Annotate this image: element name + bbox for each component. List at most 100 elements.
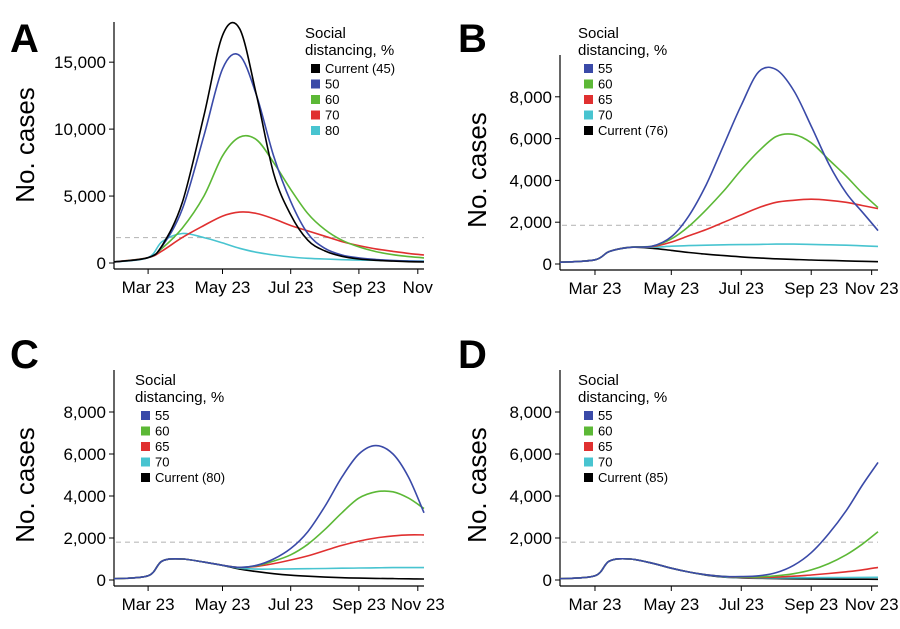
legend-swatch-65 <box>584 442 593 451</box>
legend-swatch-65 <box>584 95 593 104</box>
y-tick-label: 4,000 <box>509 171 552 190</box>
x-tick-label: May 23 <box>643 279 699 298</box>
legend-swatch-current-76 <box>584 126 593 135</box>
legend-label-current-85: Current (85) <box>598 470 668 485</box>
y-tick-label: 5,000 <box>63 187 106 206</box>
legend-title: distancing, % <box>305 42 394 59</box>
y-tick-label: 6,000 <box>509 445 552 464</box>
legend-swatch-current-80 <box>141 473 150 482</box>
x-tick-label: May 23 <box>195 278 251 297</box>
series-line-55 <box>559 461 879 580</box>
panel-letter: C <box>10 333 39 377</box>
legend-label-55: 55 <box>598 408 612 423</box>
y-tick-label: 6,000 <box>509 130 552 149</box>
legend-swatch-current-45 <box>311 64 320 73</box>
series-line-70 <box>113 211 425 263</box>
x-tick-label: Nov 23 <box>391 595 445 614</box>
legend-swatch-70 <box>141 457 150 467</box>
panel-letter: A <box>10 17 39 61</box>
panel-letter: D <box>458 333 487 377</box>
legend-label-65: 65 <box>155 439 169 454</box>
x-tick-label: Sep 23 <box>332 278 386 297</box>
legend-swatch-current-85 <box>584 473 593 482</box>
legend-label-current-80: Current (80) <box>155 470 225 485</box>
legend-swatch-70 <box>311 110 320 120</box>
x-tick-label: May 23 <box>195 595 251 614</box>
x-tick-label: Mar 23 <box>569 279 622 298</box>
x-tick-label: Jul 23 <box>268 278 313 297</box>
legend-label-60: 60 <box>325 92 339 107</box>
legend-title: Social <box>578 25 619 42</box>
y-tick-label: 6,000 <box>63 445 106 464</box>
x-tick-label: Nov <box>403 278 434 297</box>
series-line-55 <box>113 444 425 580</box>
x-tick-label: Mar 23 <box>122 278 175 297</box>
y-axis-label: No. cases <box>462 112 492 228</box>
series-line-60 <box>559 531 879 580</box>
legend-swatch-55 <box>141 411 150 420</box>
legend-title: distancing, % <box>135 389 224 406</box>
legend-label-80: 80 <box>325 123 339 138</box>
panel-letter: B <box>458 17 487 61</box>
legend-label-65: 65 <box>598 92 612 107</box>
x-tick-label: Sep 23 <box>784 595 838 614</box>
legend-swatch-60 <box>584 79 593 89</box>
x-tick-label: May 23 <box>643 595 699 614</box>
x-tick-label: Jul 23 <box>719 279 764 298</box>
legend-swatch-60 <box>311 95 320 104</box>
legend-swatch-70 <box>584 110 593 120</box>
y-tick-label: 4,000 <box>509 487 552 506</box>
legend-label-55: 55 <box>598 61 612 76</box>
legend-label-60: 60 <box>598 77 612 92</box>
panel-b: B No. cases 0 2,000 4,000 6,000 8,000 Mar 23 May… <box>458 17 899 298</box>
legend-label-60: 60 <box>598 424 612 439</box>
legend-swatch-55 <box>584 64 593 73</box>
y-axis-label: No. cases <box>10 87 40 203</box>
legend-label-65: 65 <box>598 439 612 454</box>
series-line-55 <box>559 66 879 264</box>
y-tick-label: 0 <box>97 571 106 590</box>
x-tick-label: Sep 23 <box>332 595 386 614</box>
legend-swatch-80 <box>311 126 320 135</box>
legend-title: distancing, % <box>578 389 667 406</box>
legend-label-70: 70 <box>155 455 169 470</box>
x-tick-label: Mar 23 <box>569 595 622 614</box>
x-tick-label: Nov 23 <box>845 279 899 298</box>
legend-swatch-50 <box>311 79 320 89</box>
x-tick-label: Nov 23 <box>845 595 899 614</box>
x-tick-label: Jul 23 <box>719 595 764 614</box>
y-tick-label: 8,000 <box>509 88 552 107</box>
y-tick-label: 8,000 <box>63 403 106 422</box>
x-tick-label: Jul 23 <box>268 595 313 614</box>
y-tick-label: 0 <box>543 255 552 274</box>
panel-d: D No. cases 0 2,000 4,000 6,000 8,000 Mar 23 May… <box>458 333 899 614</box>
y-tick-label: 4,000 <box>63 487 106 506</box>
legend-swatch-65 <box>141 442 150 451</box>
series-line-65 <box>113 534 425 580</box>
y-tick-label: 2,000 <box>509 213 552 232</box>
series-line-60 <box>113 134 425 263</box>
legend-label-50: 50 <box>325 77 339 92</box>
x-tick-label: Sep 23 <box>784 279 838 298</box>
y-axis-label: No. cases <box>462 427 492 543</box>
legend-label-70: 70 <box>598 455 612 470</box>
legend-label-current-76: Current (76) <box>598 123 668 138</box>
legend-title: Social <box>305 25 346 42</box>
legend-label-current-45: Current (45) <box>325 61 395 76</box>
series-line-60 <box>559 133 879 264</box>
y-tick-label: 2,000 <box>509 529 552 548</box>
legend-title: Social <box>135 372 176 389</box>
series-line-current-76 <box>559 246 879 264</box>
series-line-60 <box>113 490 425 580</box>
x-tick-label: Mar 23 <box>122 595 175 614</box>
y-tick-label: 2,000 <box>63 529 106 548</box>
legend-label-60: 60 <box>155 424 169 439</box>
legend-label-55: 55 <box>155 408 169 423</box>
series-line-70 <box>559 243 879 264</box>
legend-swatch-60 <box>141 426 150 436</box>
y-tick-label: 15,000 <box>54 53 106 72</box>
y-tick-label: 8,000 <box>509 403 552 422</box>
